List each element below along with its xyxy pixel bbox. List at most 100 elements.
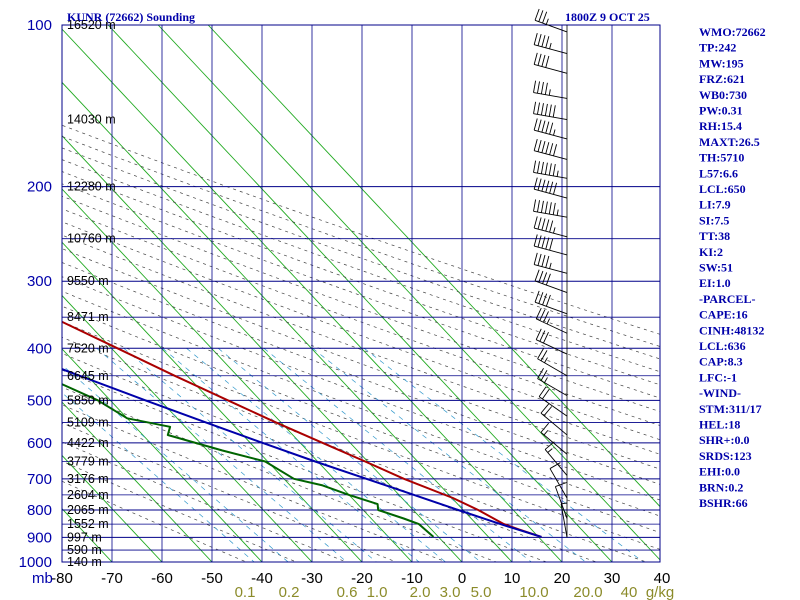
- wind-barb-flag: [545, 294, 551, 307]
- temperature-tick-label: -30: [301, 570, 323, 587]
- height-label: 10760 m: [67, 232, 116, 246]
- wind-barb: [534, 44, 568, 54]
- wind-barb-flag: [541, 218, 546, 231]
- wind-barb-flag: [545, 121, 550, 134]
- pressure-unit-label: mb: [32, 570, 53, 587]
- pressure-tick-label: 900: [27, 529, 52, 546]
- wind-barb-flag: [534, 290, 540, 303]
- temperature-tick-label: 40: [654, 570, 671, 587]
- wind-barb-flag: [537, 140, 542, 152]
- mixing-ratio-label: 0.6: [337, 584, 358, 600]
- wind-barb-half-flag: [543, 430, 549, 436]
- wind-barb-flag: [533, 216, 538, 229]
- wind-barb-flag: [553, 144, 558, 156]
- wind-barb: [537, 378, 568, 397]
- index-value: RH:15.4: [699, 119, 742, 133]
- index-value: WB0:730: [699, 88, 747, 102]
- wind-barb-flag: [548, 163, 552, 176]
- wind-barb-flag: [537, 178, 542, 191]
- index-value: PW:0.31: [699, 104, 743, 118]
- height-label: 6645 m: [67, 369, 109, 383]
- wind-barb: [538, 396, 568, 417]
- wind-barb-flag: [542, 11, 548, 24]
- wind-barb-flag: [548, 104, 552, 117]
- chart-traces: [62, 320, 542, 538]
- wind-barb-flag: [540, 403, 550, 414]
- wind-barb: [540, 432, 568, 455]
- wind-barb-flag: [538, 292, 544, 304]
- wind-barb-flag: [549, 238, 554, 251]
- wind-barb-flag: [541, 54, 546, 67]
- wind-barb-flag: [538, 270, 544, 283]
- height-label: 5850 m: [67, 393, 109, 407]
- dewpoint-trace: [62, 383, 435, 538]
- wind-barb-flag: [535, 307, 542, 320]
- height-label: 140 m: [67, 555, 102, 569]
- pressure-tick-label: 100: [27, 17, 52, 34]
- wind-barb: [544, 449, 568, 476]
- index-value: SW:51: [699, 261, 733, 275]
- wind-barb-flag: [541, 236, 546, 249]
- wind-barb: [549, 468, 568, 499]
- temperature-tick-label: -10: [401, 570, 423, 587]
- height-label: 9550 m: [67, 274, 109, 288]
- wind-barb-flag: [545, 55, 550, 68]
- index-value: KI:2: [699, 245, 723, 259]
- isotherm-line: [62, 81, 513, 562]
- wind-barb-flag: [543, 311, 549, 323]
- isotherm-line: [62, 241, 363, 562]
- mixing-ratio-label: 10.0: [519, 584, 548, 600]
- wind-barb-half-flag: [544, 377, 548, 383]
- wind-barb-half-flag: [553, 227, 556, 234]
- height-label: 2065 m: [67, 503, 109, 517]
- wind-barb: [534, 301, 568, 315]
- temperature-tick-label: 0: [458, 570, 466, 587]
- wind-barb-half-flag: [556, 209, 559, 216]
- chart-time: 1800Z 9 OCT 25: [565, 10, 650, 24]
- wind-barb-flag: [553, 182, 558, 195]
- index-value: CINH:48132: [699, 323, 764, 337]
- wind-barb-flag: [545, 36, 550, 48]
- wind-barb-flag: [533, 160, 537, 173]
- wind-barb: [534, 150, 568, 160]
- isotherm-line: [62, 401, 213, 562]
- wind-barb-flag: [541, 120, 546, 133]
- wind-barb-flag: [537, 253, 542, 266]
- wind-barb-flag: [549, 181, 554, 194]
- wind-barb-flag: [540, 422, 550, 433]
- wind-barb-flag: [543, 406, 553, 416]
- index-value: CAP:8.3: [699, 355, 743, 369]
- wind-barb: [533, 113, 568, 121]
- wind-barb-flag: [534, 8, 540, 21]
- mixing-ratio-label: 0.1: [235, 584, 256, 600]
- wind-barb: [534, 188, 568, 199]
- isotherm-line: [62, 188, 413, 562]
- temperature-tick-label: 20: [554, 570, 571, 587]
- wind-barb-flag: [533, 32, 538, 45]
- wind-barb-flag: [544, 441, 555, 450]
- wind-barb-flag: [552, 202, 556, 215]
- wind-barb-flag: [533, 177, 538, 190]
- wind-barb: [560, 503, 568, 538]
- mixing-ratio-label: 3.0: [440, 584, 461, 600]
- wind-barb-flag: [537, 119, 542, 132]
- wind-barb: [533, 210, 568, 218]
- wind-barb: [534, 264, 568, 274]
- wind-barb: [535, 318, 568, 334]
- wind-barb-half-flag: [546, 318, 551, 325]
- wind-barb-half-flag: [548, 89, 551, 96]
- temperature-tick-label: -20: [351, 570, 373, 587]
- wind-barb-flag: [545, 273, 551, 286]
- index-value: -PARCEL-: [699, 292, 755, 306]
- wind-barb: [554, 486, 568, 519]
- wind-barb: [534, 245, 568, 256]
- wind-barb-flag: [533, 252, 538, 265]
- height-label: 8471 m: [67, 310, 109, 324]
- wind-barb-flag: [537, 235, 542, 248]
- isotherm-line: [62, 28, 563, 562]
- temperature-tick-label: 10: [504, 570, 521, 587]
- height-label: 12280 m: [67, 180, 116, 194]
- height-label: 997 m: [67, 530, 102, 544]
